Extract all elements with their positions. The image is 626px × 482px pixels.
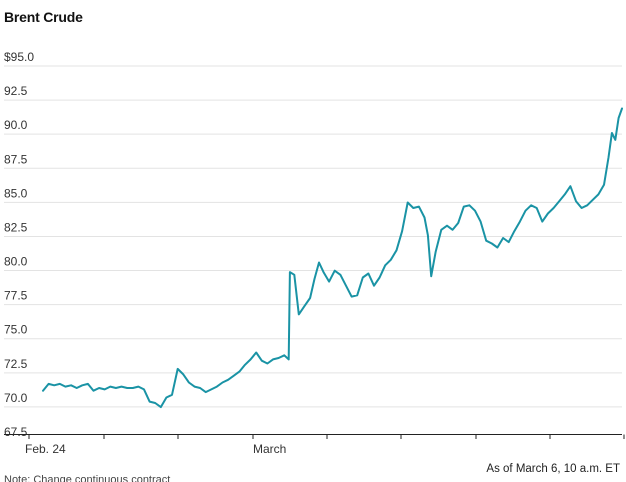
y-axis-tick-labels: $95.0 92.5 90.0 87.5 85.0 82.5 80.0 77.5 75.0 72.… [4,50,34,439]
chart-title: Brent Crude [4,9,83,25]
y-tick-label: 92.5 [4,84,28,98]
footnote: Note: Change continuous contract [4,474,171,482]
series-layer [42,107,623,409]
y-tick-label: $95.0 [4,50,34,64]
series-line-brent-crude [42,107,623,409]
y-tick-label: 80.0 [4,255,28,269]
y-tick-label: 75.0 [4,323,28,337]
y-tick-label: 70.0 [4,391,28,405]
x-tick-label: March [253,442,286,456]
gridlines [4,65,622,408]
y-tick-label: 82.5 [4,220,28,234]
y-tick-label: 85.0 [4,186,28,200]
as-of-note: As of March 6, 10 a.m. ET [486,463,620,475]
y-tick-label: 67.5 [4,425,28,439]
x-tick-label: Feb. 24 [25,442,66,456]
y-tick-label: 72.5 [4,357,28,371]
y-tick-label: 87.5 [4,152,28,166]
y-tick-label: 90.0 [4,118,28,132]
y-tick-label: 77.5 [4,289,28,303]
x-axis: Feb. 24 March [4,434,625,456]
